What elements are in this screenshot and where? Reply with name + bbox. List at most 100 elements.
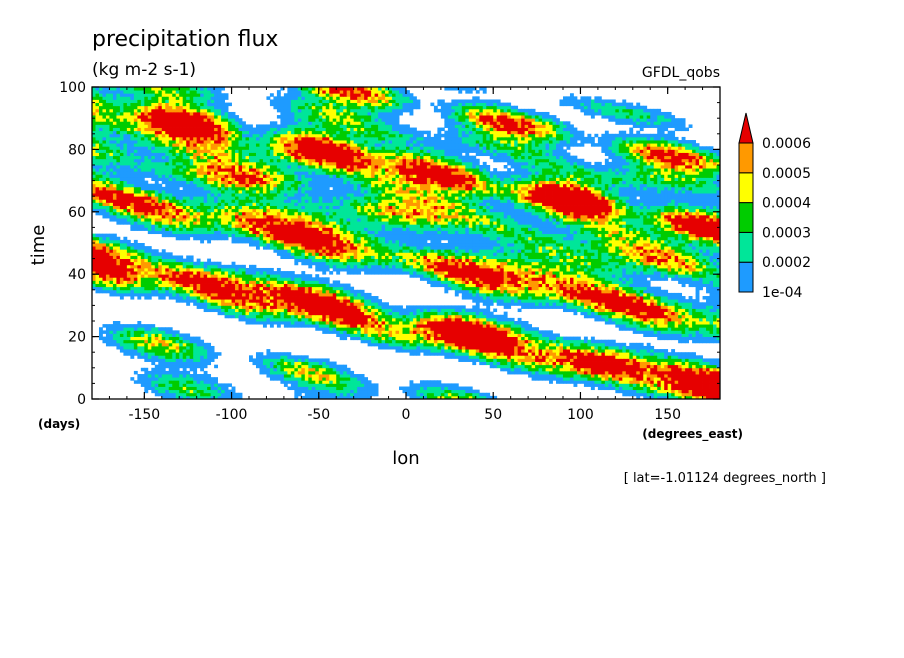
field-cell <box>273 274 278 278</box>
field-cell <box>283 317 288 322</box>
field-cell <box>168 333 173 337</box>
field-cell <box>119 267 124 272</box>
field-cell <box>517 327 522 331</box>
field-cell <box>165 267 170 272</box>
field-cell <box>154 280 159 284</box>
field-cell <box>611 380 616 384</box>
field-cell <box>304 364 309 369</box>
field-cell <box>482 349 487 353</box>
field-cell <box>660 274 665 278</box>
field-cell <box>639 311 644 316</box>
field-cell <box>618 296 623 300</box>
field-cell <box>524 358 529 362</box>
field-cell <box>454 286 459 291</box>
field-cell <box>228 267 232 272</box>
field-cell <box>371 386 375 391</box>
field-cell <box>521 342 526 347</box>
field-cell <box>556 274 560 278</box>
field-cell <box>273 299 278 303</box>
field-cell <box>643 386 648 391</box>
field-cell <box>618 277 623 281</box>
field-cell <box>601 355 606 359</box>
field-cell <box>224 277 229 281</box>
field-cell <box>203 299 208 303</box>
field-cell <box>643 324 648 328</box>
field-cell <box>667 395 672 399</box>
field-cell <box>419 336 424 341</box>
field-cell <box>514 342 519 347</box>
field-cell <box>140 277 145 281</box>
field-cell <box>430 383 435 387</box>
field-cell <box>217 286 222 291</box>
field-cell <box>653 361 658 366</box>
field-cell <box>409 327 414 331</box>
field-cell <box>688 299 693 303</box>
field-cell <box>339 311 344 316</box>
field-cell <box>280 370 285 375</box>
field-cell <box>699 339 703 344</box>
field-cell <box>308 311 313 316</box>
field-cell <box>189 296 194 300</box>
field-cell <box>109 339 114 344</box>
field-cell <box>632 367 637 372</box>
field-cell <box>650 330 655 334</box>
field-cell <box>109 333 114 337</box>
field-cell <box>144 358 149 362</box>
field-cell <box>482 345 487 350</box>
field-cell <box>496 324 501 328</box>
field-cell <box>475 358 480 362</box>
field-cell <box>364 336 369 341</box>
field-cell <box>332 370 337 375</box>
field-cell <box>381 314 386 319</box>
field-cell <box>535 358 539 362</box>
field-cell <box>538 299 543 303</box>
field-cell <box>468 311 473 316</box>
field-cell <box>667 380 672 384</box>
field-cell <box>563 349 567 353</box>
field-cell <box>660 327 665 331</box>
field-cell <box>158 361 163 366</box>
field-cell <box>573 342 578 347</box>
field-cell <box>189 374 194 378</box>
field-cell <box>664 324 669 328</box>
field-cell <box>566 367 571 372</box>
field-cell <box>692 367 696 372</box>
field-cell <box>646 321 651 325</box>
field-cell <box>329 370 334 375</box>
field-cell <box>639 305 644 309</box>
field-cell <box>315 317 320 322</box>
field-cell <box>573 349 578 353</box>
field-cell <box>228 395 232 399</box>
field-cell <box>514 289 519 294</box>
field-cell <box>500 314 505 319</box>
field-cell <box>597 280 602 284</box>
field-cell <box>510 367 515 372</box>
field-cell <box>343 299 348 303</box>
field-cell <box>395 342 400 347</box>
field-cell <box>238 395 243 399</box>
field-cell <box>660 311 665 316</box>
field-cell <box>583 370 588 375</box>
field-cell <box>706 317 710 322</box>
field-cell <box>147 374 152 378</box>
field-cell <box>182 339 187 344</box>
field-cell <box>503 330 508 334</box>
field-cell <box>587 292 592 297</box>
field-cell <box>280 280 285 284</box>
field-cell <box>399 386 403 391</box>
field-cell <box>297 289 302 294</box>
field-cell <box>458 277 463 281</box>
field-cell <box>440 314 445 319</box>
field-cell <box>706 333 710 337</box>
field-cell <box>175 299 180 303</box>
field-cell <box>611 364 616 369</box>
field-cell <box>322 374 327 378</box>
field-cell <box>161 333 166 337</box>
field-cell <box>447 321 452 325</box>
field-cell <box>653 286 658 291</box>
field-cell <box>657 380 662 384</box>
field-cell <box>646 342 651 347</box>
field-cell <box>688 314 693 319</box>
field-cell <box>433 349 438 353</box>
field-cell <box>625 292 630 297</box>
